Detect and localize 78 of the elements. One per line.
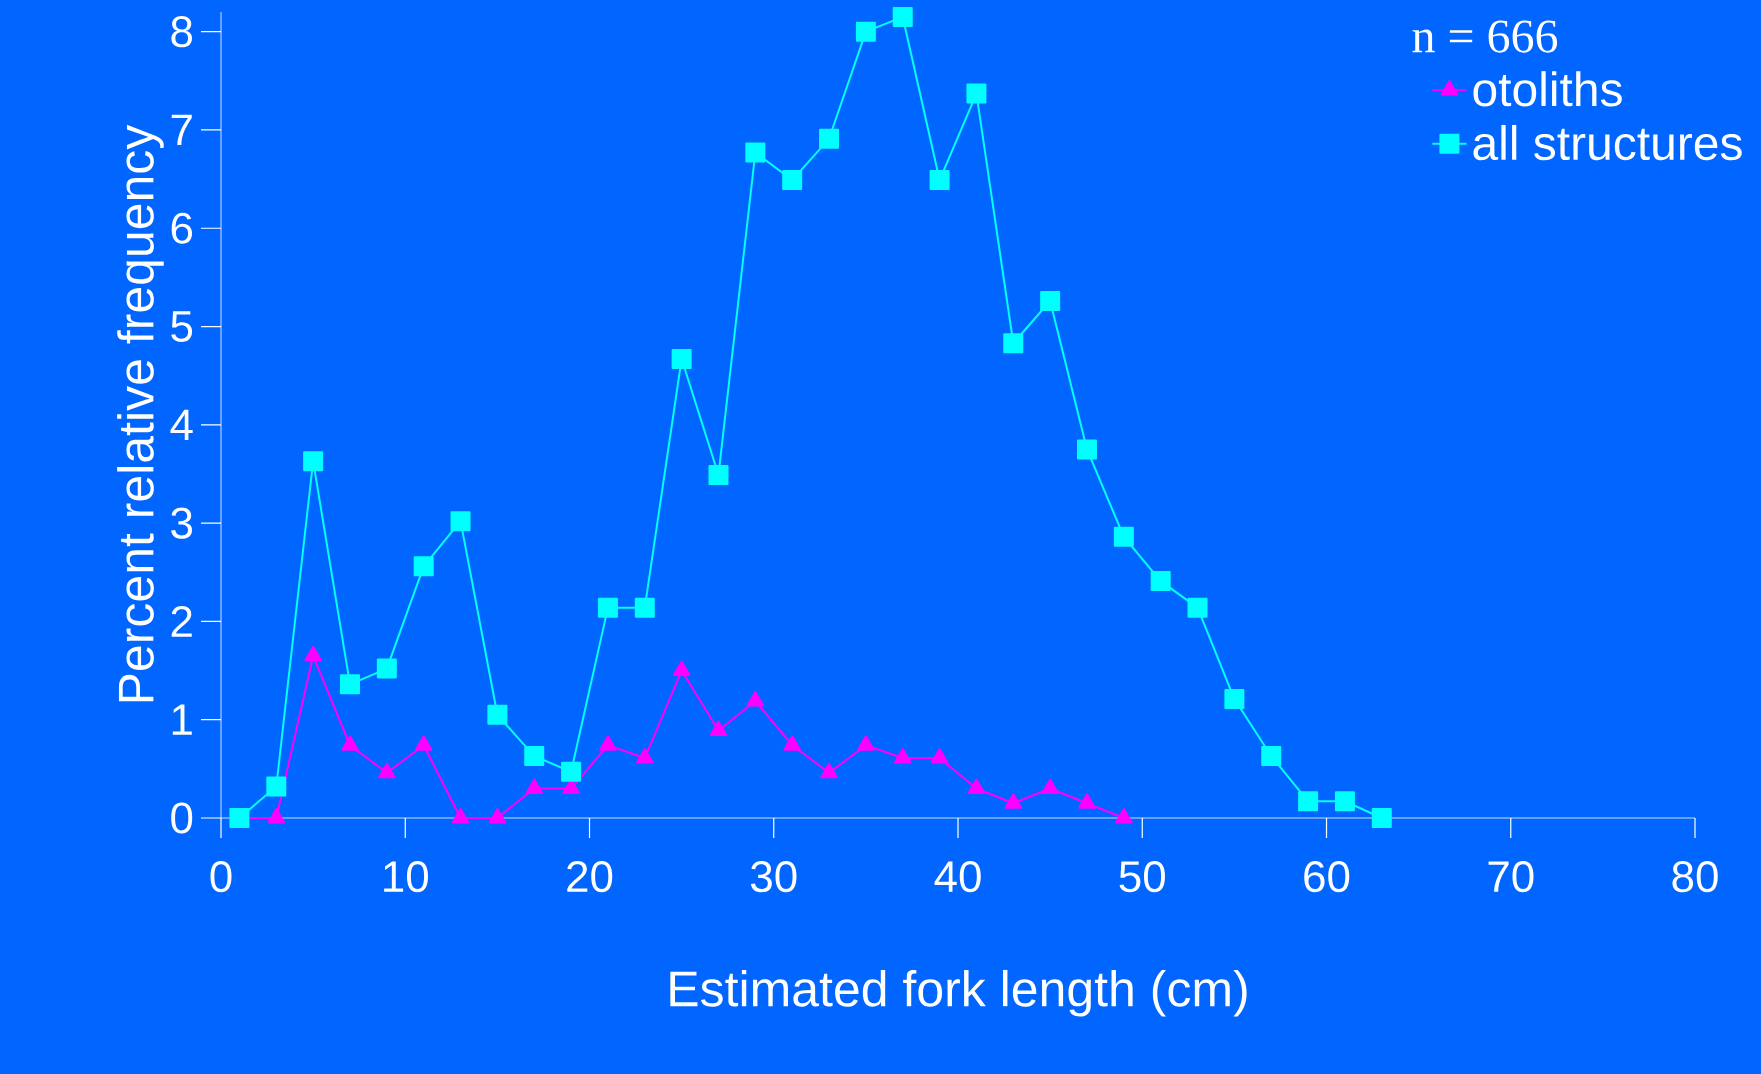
point: [413, 556, 434, 577]
point: [708, 464, 729, 485]
point: [229, 807, 250, 828]
point: [634, 597, 655, 618]
point: [709, 720, 728, 737]
x-tick-label: 20: [567, 861, 613, 893]
y-tick-label: 4: [170, 409, 193, 440]
point: [561, 761, 582, 782]
x-tick-label: 70: [1488, 861, 1534, 893]
point: [967, 778, 986, 794]
point: [783, 735, 801, 751]
point: [746, 691, 765, 707]
point: [1187, 597, 1208, 618]
point: [820, 762, 838, 779]
point: [745, 142, 766, 163]
point: [599, 735, 617, 751]
point: [303, 451, 324, 472]
y-tick-label: 7: [171, 114, 192, 146]
point: [451, 807, 470, 824]
point: [782, 170, 803, 191]
point: [339, 674, 360, 695]
x-tick-label: 50: [1119, 861, 1165, 893]
point: [1298, 791, 1319, 812]
point: [672, 660, 691, 677]
point: [487, 704, 508, 725]
point: [966, 83, 987, 104]
x-tick-label: 60: [1304, 861, 1350, 893]
y-tick-label: 8: [171, 16, 193, 48]
x-tick-label: 30: [750, 861, 797, 893]
point: [893, 748, 912, 764]
point: [304, 645, 322, 662]
y-tick-label: 1: [172, 704, 192, 735]
point: [892, 6, 913, 27]
x-tick-label: 0: [210, 861, 232, 893]
point: [525, 778, 544, 794]
point: [1040, 290, 1061, 311]
x-axis-title: Estimated fork length (cm): [670, 969, 1247, 1017]
point: [1113, 526, 1134, 547]
point: [635, 748, 654, 764]
legend-label: otoliths: [1473, 71, 1622, 107]
point: [378, 762, 396, 779]
point: [450, 511, 471, 532]
point: [857, 735, 875, 751]
point: [1076, 439, 1097, 460]
y-tick-label: 6: [171, 212, 193, 244]
point: [671, 348, 692, 369]
point: [1150, 571, 1171, 592]
point: [266, 776, 287, 797]
point: [1224, 689, 1245, 710]
point: [1078, 793, 1096, 809]
point: [1003, 333, 1024, 354]
point: [930, 748, 949, 764]
legend-title: n = 666: [1412, 20, 1558, 53]
y-tick-label: 0: [171, 802, 193, 834]
point: [341, 735, 359, 751]
point: [376, 658, 397, 679]
point: [1261, 746, 1282, 767]
point: [1371, 807, 1392, 828]
x-tick-label: 40: [934, 861, 981, 893]
point: [597, 597, 618, 618]
x-tick-label: 80: [1672, 861, 1718, 893]
point: [1334, 791, 1355, 812]
y-axis-title: Percent relative frequency: [117, 124, 164, 702]
x-tick-label: 10: [384, 861, 428, 893]
point: [1115, 807, 1133, 824]
y-tick-label: 3: [171, 507, 193, 539]
y-tick-label: 2: [171, 606, 192, 637]
point: [1041, 778, 1059, 794]
point: [488, 807, 507, 824]
legend-label: all structures: [1473, 124, 1742, 161]
point: [524, 746, 545, 767]
point: [1004, 793, 1023, 809]
point: [855, 21, 876, 42]
point: [414, 735, 433, 751]
point: [819, 128, 840, 149]
point: [267, 807, 286, 824]
y-tick-label: 5: [171, 311, 193, 342]
point: [929, 170, 950, 191]
